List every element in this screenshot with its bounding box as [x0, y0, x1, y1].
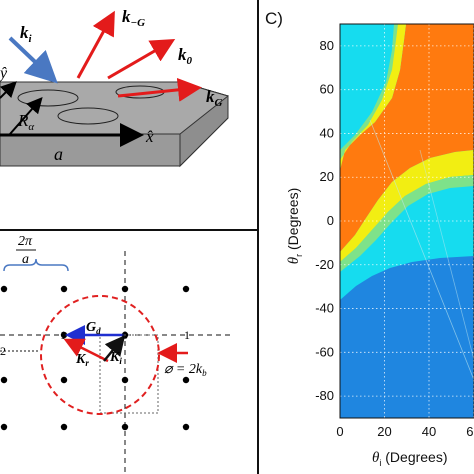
k-minus-g-arrow	[76, 10, 115, 79]
order-label-right: 1	[184, 328, 190, 342]
region-cyan-corner	[340, 24, 378, 135]
x-tick-label: 0	[336, 424, 343, 439]
lattice-point	[121, 376, 129, 384]
region-green	[340, 175, 474, 272]
panel-c-chart: 80 60 40 20 0 -20 -40 -60 -80 0 20 40 60 θr (Degree…	[285, 23, 474, 468]
panel-divider-vertical	[257, 0, 259, 474]
lattice-point	[60, 285, 68, 293]
lattice-point	[182, 285, 190, 293]
y-tick-labels: 80 60 40 20 0 -20 -40 -60 -80	[315, 38, 334, 403]
diameter-label: ⌀ = 2kb	[164, 362, 207, 378]
projection-box	[99, 334, 159, 414]
pit-ellipse	[17, 89, 79, 107]
lattice-points	[0, 285, 190, 431]
k-i-arrow	[8, 36, 58, 84]
lattice-point	[0, 423, 8, 431]
period-bracket	[3, 258, 69, 272]
x-tick-labels: 0 20 40 60	[336, 424, 474, 439]
k-0-arrow	[107, 38, 176, 80]
y-tick-label: 20	[320, 169, 334, 184]
origin-label: 0	[122, 328, 128, 342]
y-tick-label: 60	[320, 82, 334, 97]
period-denominator: a	[22, 252, 29, 267]
x-axis-title: θi (Degrees)	[372, 449, 448, 468]
pit-ellipse	[57, 107, 119, 125]
k-r-arrow	[63, 338, 109, 363]
k-r-label: Kr	[75, 352, 89, 368]
x-hat-label: x̂	[145, 127, 154, 146]
period-numerator: 2π	[18, 234, 33, 249]
y-axis-title: θr (Degrees)	[285, 188, 304, 265]
region-yellow	[340, 150, 474, 262]
y-tick-label: 0	[327, 213, 334, 228]
x-tick-label: 40	[422, 424, 436, 439]
k-i-label: ki	[20, 23, 33, 45]
k-i-arrow	[103, 335, 126, 362]
g-d-label: Gd	[86, 320, 101, 336]
lattice-point	[182, 423, 190, 431]
y-axis-arrow	[0, 81, 17, 99]
lattice-point	[121, 285, 129, 293]
k-minus-g-label: k−G	[122, 7, 145, 29]
panel-a-diagram: ki k−G k0 kG Rα x̂ ŷ a	[0, 7, 230, 168]
panel-divider-horizontal	[0, 229, 257, 231]
lattice-point	[182, 376, 190, 384]
lattice-point	[121, 423, 129, 431]
order-label-2: 2	[0, 344, 6, 358]
order-label-left: 1	[60, 328, 66, 342]
k-g-label: kG	[206, 87, 223, 109]
k-i-vector-label: Ki	[109, 350, 122, 366]
y-tick-label: 80	[320, 38, 334, 53]
k-0-label: k0	[178, 45, 193, 67]
y-hat-label: ŷ	[0, 65, 8, 82]
lattice-point	[60, 423, 68, 431]
r-alpha-arrow	[9, 97, 43, 135]
y-tick-label: -80	[315, 388, 334, 403]
lattice-point	[0, 285, 8, 293]
y-tick-label: -20	[315, 257, 334, 272]
panel-b-diagram: 2π a Gd Kr Ki 0 1 1 2 ⌀ = 2kb	[0, 234, 230, 474]
panel-c-label: C)	[265, 9, 283, 28]
y-tick-label: -60	[315, 344, 334, 359]
y-tick-label: 40	[320, 125, 334, 140]
heatmap-regions	[340, 24, 474, 418]
region-orange	[340, 24, 474, 252]
x-tick-label: 60	[466, 424, 474, 439]
k-g-arrow	[117, 77, 202, 102]
y-tick-label: -40	[315, 301, 334, 316]
r-alpha-label: Rα	[17, 111, 34, 133]
x-tick-label: 20	[377, 424, 391, 439]
a-label: a	[54, 144, 63, 164]
lattice-point	[0, 376, 8, 384]
region-yellow	[340, 24, 406, 170]
lattice-point	[60, 376, 68, 384]
